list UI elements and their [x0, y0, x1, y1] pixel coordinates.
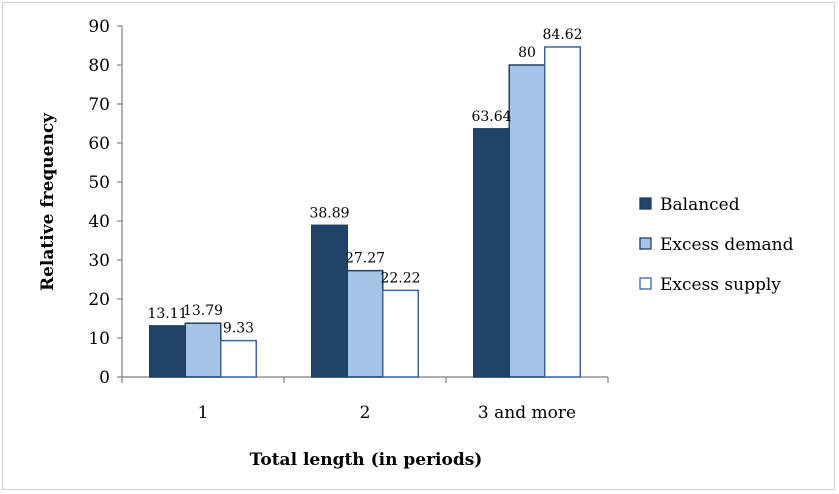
- y-tick-label: 20: [88, 290, 110, 310]
- legend-label: Balanced: [660, 195, 740, 215]
- data-labels: 13.11 38.89 63.64 13.79 27.27 80 9.33 22.22 84.6…: [147, 27, 582, 337]
- x-tick-label: 3 and more: [478, 403, 576, 423]
- bar-excess-demand: [184, 322, 222, 378]
- y-tick-label: 60: [88, 134, 110, 154]
- bar-excess-demand: [508, 64, 546, 378]
- y-tick-label: 90: [88, 17, 110, 37]
- y-tick-label: 40: [88, 212, 110, 232]
- data-label: 84.62: [542, 27, 582, 43]
- x-axis-title: Total length (in periods): [250, 450, 483, 470]
- legend-swatch: [639, 277, 652, 290]
- legend-swatch: [639, 237, 652, 250]
- bar-excess-supply: [220, 339, 257, 378]
- legend: Balanced Excess demand Excess supply: [639, 195, 794, 295]
- y-axis-title: Relative frequency: [38, 112, 58, 291]
- bar-excess-supply: [382, 289, 419, 378]
- data-label: 9.33: [223, 321, 254, 337]
- bar-balanced: [311, 224, 348, 378]
- bars: [149, 46, 581, 378]
- y-tick-label: 30: [88, 251, 110, 271]
- y-tick-label: 0: [99, 368, 110, 388]
- legend-label: Excess supply: [660, 275, 781, 295]
- data-label: 27.27: [345, 251, 385, 267]
- bar-excess-supply: [544, 46, 581, 378]
- bar-balanced: [473, 128, 510, 378]
- data-label: 38.89: [309, 205, 349, 221]
- bar-balanced: [149, 325, 186, 378]
- y-tick-label: 50: [88, 173, 110, 193]
- data-label: 22.22: [380, 270, 420, 286]
- y-tick-label: 80: [88, 56, 110, 76]
- data-label: 13.11: [147, 306, 187, 322]
- legend-swatch: [639, 197, 652, 210]
- y-tick-label: 10: [88, 329, 110, 349]
- x-tick-label: 2: [360, 403, 371, 423]
- data-label: 80: [518, 45, 536, 61]
- bar-excess-demand: [346, 269, 384, 378]
- y-tick-label: 70: [88, 95, 110, 115]
- data-label: 63.64: [471, 109, 511, 125]
- data-label: 13.79: [183, 303, 223, 319]
- legend-label: Excess demand: [660, 235, 794, 255]
- x-tick-label: 1: [198, 403, 209, 423]
